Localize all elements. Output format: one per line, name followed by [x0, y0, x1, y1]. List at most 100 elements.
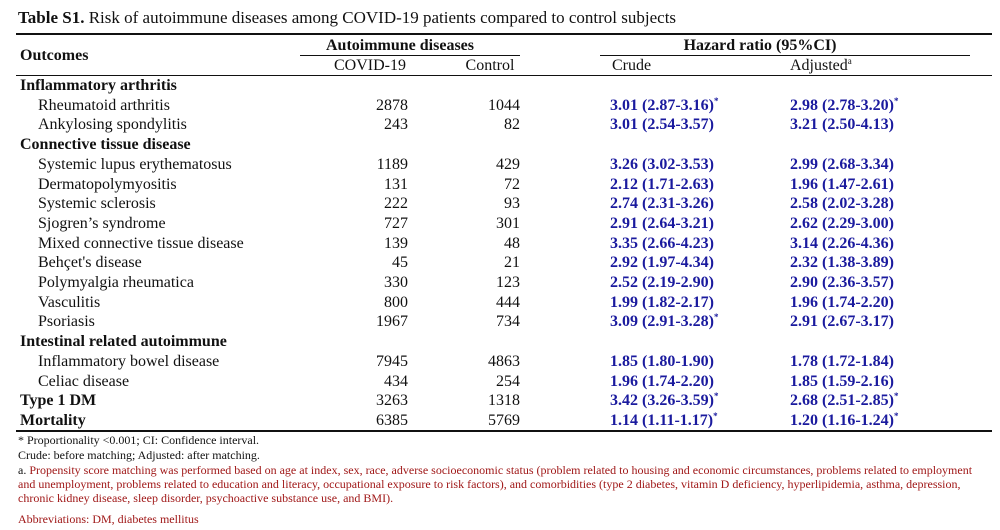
table-title: Risk of autoimmune diseases among COVID-…	[88, 8, 677, 27]
cell-covid: 727	[384, 214, 408, 232]
cell-control: 93	[504, 195, 520, 213]
cell-hr-adjusted-value: 2.90 (2.36-3.57)	[790, 274, 894, 291]
cell-hr-adjusted: 2.62 (2.29-3.00)	[790, 215, 894, 233]
cell-covid: 330	[384, 274, 408, 291]
row-label: Behçet's disease	[38, 254, 142, 272]
header-col-crude: Crude	[612, 57, 652, 74]
cell-covid: 243	[384, 116, 408, 134]
header-col-adjusted: Adjusteda	[790, 57, 852, 75]
header-underline-autoimmune	[300, 55, 520, 56]
cell-hr-adjusted: 2.58 (2.02-3.28)	[790, 195, 894, 213]
header-group-hazard-ratio: Hazard ratio (95%CI)	[683, 37, 837, 54]
cell-control: 21	[504, 254, 520, 272]
cell-covid: 800	[384, 293, 408, 311]
cell-hr-crude-value: 3.01 (2.87-3.16)	[610, 96, 714, 114]
header-underline-hazard-ratio	[600, 55, 970, 56]
cell-covid: 222	[384, 195, 408, 213]
cell-hr-crude-proportionality-marker: *	[713, 312, 719, 323]
cell-covid: 1189	[376, 155, 408, 173]
cell-hr-adjusted-value: 1.96 (1.47-2.61)	[790, 175, 894, 193]
cell-hr-adjusted: 1.78 (1.72-1.84)	[790, 353, 894, 371]
cell-hr-crude: 2.12 (1.71-2.63)	[610, 176, 714, 194]
top-rule	[16, 33, 992, 35]
cell-hr-adjusted: 2.91 (2.67-3.17)	[790, 313, 894, 331]
row-main-label: Type 1 DM	[20, 392, 97, 410]
row-label: Psoriasis	[38, 313, 95, 331]
row-group-label: Intestinal related autoimmune	[20, 333, 227, 351]
cell-hr-adjusted: 3.14 (2.26-4.36)	[790, 235, 894, 253]
cell-covid: 139	[384, 234, 408, 252]
cell-hr-adjusted-value: 1.78 (1.72-1.84)	[790, 352, 894, 370]
cell-control: 48	[504, 234, 520, 252]
cell-covid: 3263	[376, 392, 408, 410]
cell-hr-adjusted-value: 2.98 (2.78-3.20)	[790, 96, 894, 114]
cell-hr-adjusted-value: 2.68 (2.51-2.85)	[790, 392, 894, 410]
cell-hr-adjusted-value: 3.14 (2.26-4.36)	[790, 234, 894, 252]
footnote-a-text: Propensity score matching was performed …	[18, 463, 973, 505]
cell-hr-crude-proportionality-marker: *	[713, 95, 719, 106]
cell-covid: 2878	[376, 96, 408, 114]
cell-hr-adjusted: 2.98 (2.78-3.20)*	[790, 95, 899, 115]
cell-hr-adjusted: 2.90 (2.36-3.57)	[790, 274, 894, 292]
cell-hr-adjusted-value: 1.96 (1.74-2.20)	[790, 293, 894, 311]
cell-hr-crude: 3.09 (2.91-3.28)*	[610, 313, 718, 331]
cell-hr-adjusted-value: 2.62 (2.29-3.00)	[790, 214, 894, 232]
header-col-adjusted-footnote-marker: a	[847, 56, 852, 66]
cell-hr-crude: 3.35 (2.66-4.23)	[610, 235, 714, 253]
cell-hr-crude: 1.85 (1.80-1.90)	[610, 353, 714, 371]
row-label: Rheumatoid arthritis	[38, 96, 170, 114]
cell-hr-crude-proportionality-marker: *	[713, 410, 718, 421]
footnote-a-marker: a.	[18, 463, 27, 477]
cell-hr-adjusted-proportionality-marker: *	[893, 95, 899, 106]
cell-control: 123	[496, 274, 520, 291]
cell-control: 444	[496, 293, 520, 311]
row-label: Systemic sclerosis	[38, 195, 156, 213]
cell-hr-crude-value: 1.96 (1.74-2.20)	[610, 372, 714, 390]
cell-hr-adjusted: 1.96 (1.47-2.61)	[790, 176, 894, 194]
row-label: Sjogren’s syndrome	[38, 214, 166, 232]
row-label: Celiac disease	[38, 372, 130, 390]
cell-covid: 131	[384, 175, 408, 193]
cell-control: 301	[496, 214, 520, 232]
cell-hr-crude: 2.92 (1.97-4.34)	[610, 254, 714, 272]
cell-hr-crude: 3.01 (2.54-3.57)	[610, 116, 714, 134]
cell-hr-adjusted: 1.20 (1.16-1.24)*	[790, 411, 898, 430]
header-group-autoimmune: Autoimmune diseases	[325, 37, 474, 54]
cell-hr-crude-value: 2.91 (2.64-3.21)	[610, 214, 714, 232]
cell-control: 1318	[488, 392, 520, 410]
cell-covid: 7945	[376, 352, 408, 370]
cell-hr-crude: 3.42 (3.26-3.59)*	[610, 392, 718, 410]
cell-hr-adjusted: 2.32 (1.38-3.89)	[790, 254, 894, 272]
cell-control: 82	[504, 116, 520, 134]
cell-control: 254	[496, 372, 520, 390]
row-main-label: Mortality	[20, 411, 86, 429]
row-label: Dermatopolymyositis	[38, 175, 177, 193]
cell-hr-crude: 1.99 (1.82-2.17)	[610, 294, 714, 312]
cell-control: 4863	[488, 352, 520, 370]
cell-hr-crude-value: 2.92 (1.97-4.34)	[610, 254, 714, 272]
cell-hr-adjusted: 2.68 (2.51-2.85)*	[790, 392, 898, 410]
cell-hr-crude-value: 3.01 (2.54-3.57)	[610, 116, 714, 134]
cell-hr-crude-value: 2.74 (2.31-3.26)	[610, 195, 714, 213]
row-label: Ankylosing spondylitis	[38, 116, 187, 134]
cell-hr-crude: 1.14 (1.11-1.17)*	[610, 410, 718, 430]
cell-hr-crude-value: 3.42 (3.26-3.59)	[610, 392, 714, 410]
cell-hr-adjusted: 2.99 (2.68-3.34)	[790, 156, 894, 174]
cell-hr-crude-proportionality-marker: *	[713, 391, 719, 402]
note-abbreviations: Abbreviations: DM, diabetes mellitus	[18, 512, 199, 526]
cell-control: 72	[504, 175, 520, 193]
row-label: Polymyalgia rheumatica	[38, 274, 194, 291]
cell-hr-adjusted-value: 2.91 (2.67-3.17)	[790, 313, 894, 331]
cell-hr-adjusted-value: 1.85 (1.59-2.16)	[790, 372, 894, 390]
bottom-rule	[16, 430, 992, 432]
cell-control: 5769	[488, 411, 520, 429]
cell-hr-crude-value: 2.12 (1.71-2.63)	[610, 175, 714, 193]
note-crude-adjusted: Crude: before matching; Adjusted: after …	[18, 448, 260, 462]
cell-covid: 6385	[376, 411, 408, 429]
note-footnote-a: a. Propensity score matching was perform…	[18, 463, 988, 505]
cell-hr-crude: 2.52 (2.19-2.90)	[610, 274, 714, 292]
cell-hr-adjusted-value: 2.32 (1.38-3.89)	[790, 254, 894, 272]
cell-hr-adjusted-value: 1.20 (1.16-1.24)	[790, 411, 894, 429]
header-outcomes: Outcomes	[20, 47, 89, 64]
cell-hr-crude-value: 1.85 (1.80-1.90)	[610, 352, 714, 370]
